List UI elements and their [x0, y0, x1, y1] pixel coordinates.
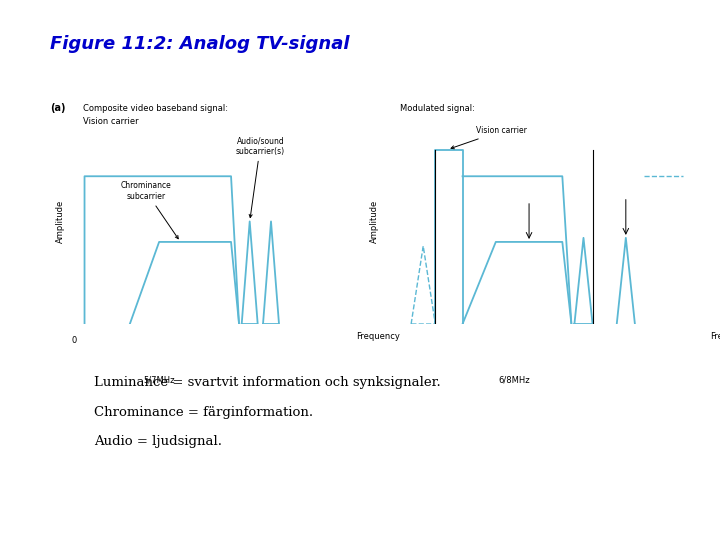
Text: Chrominance = färginformation.: Chrominance = färginformation. — [94, 406, 312, 419]
Text: Amplitude: Amplitude — [56, 200, 65, 243]
Text: Vision carrier: Vision carrier — [83, 117, 138, 126]
Text: Luminance = svartvit information och synksignaler.: Luminance = svartvit information och syn… — [94, 376, 441, 389]
Text: 6/8MHz: 6/8MHz — [498, 375, 530, 384]
Text: Modulated signal:: Modulated signal: — [400, 104, 474, 113]
Text: Amplitude: Amplitude — [370, 200, 379, 243]
Text: Vision carrier: Vision carrier — [451, 126, 527, 149]
Text: Frequency: Frequency — [711, 332, 720, 341]
Text: Audio/sound
subcarrier(s): Audio/sound subcarrier(s) — [235, 136, 285, 218]
Text: 0: 0 — [71, 336, 76, 345]
Text: Frequency: Frequency — [356, 332, 400, 341]
Text: Chrominance
subcarrier: Chrominance subcarrier — [120, 181, 179, 239]
Text: Composite video baseband signal:: Composite video baseband signal: — [83, 104, 228, 113]
Text: Figure 11:2: Analog TV-signal: Figure 11:2: Analog TV-signal — [50, 35, 350, 53]
Text: Audio = ljudsignal.: Audio = ljudsignal. — [94, 435, 222, 449]
Text: (a): (a) — [50, 103, 66, 113]
Text: 5/7MHz: 5/7MHz — [143, 375, 175, 384]
